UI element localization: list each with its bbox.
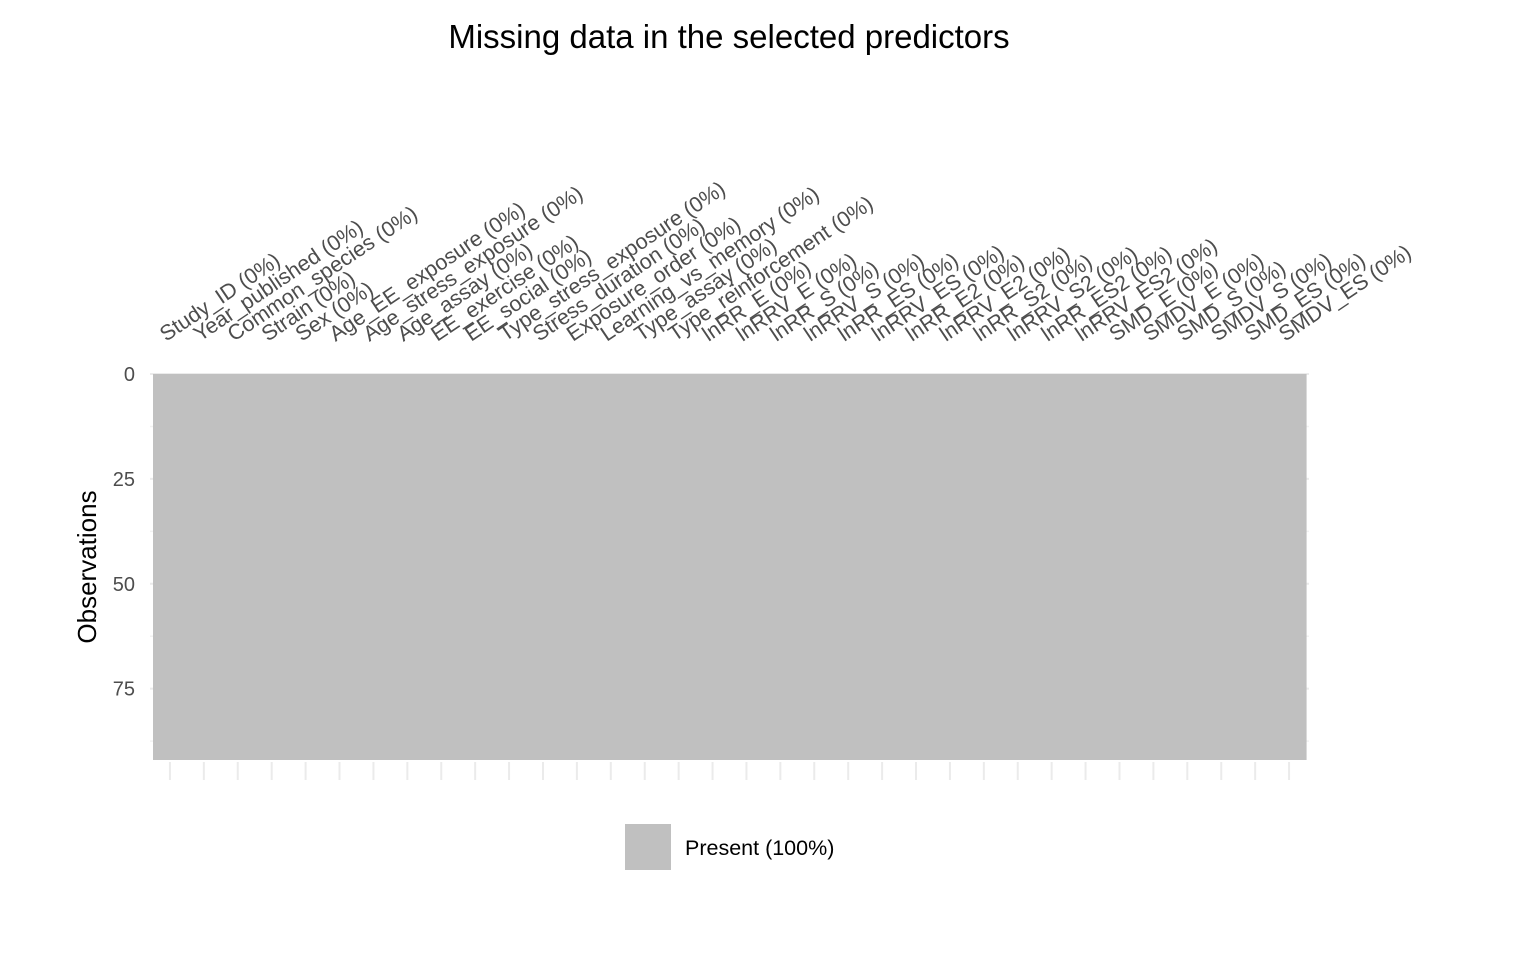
y-axis-ticks: 0 25 50 75 (113, 364, 135, 701)
column-tile (526, 374, 561, 760)
column-tile (424, 374, 459, 760)
column-tile (797, 374, 832, 760)
column-tile (1000, 374, 1036, 760)
column-tile (865, 374, 900, 760)
column-tile (831, 374, 866, 760)
column-tile (356, 374, 391, 760)
column-tile (390, 374, 425, 760)
column-tile (1068, 374, 1104, 760)
column-tile (458, 374, 493, 760)
column-tile (1238, 374, 1273, 760)
y-axis-title: Observations (72, 490, 102, 643)
column-tile (1170, 374, 1205, 760)
y-tick-label: 75 (113, 679, 135, 701)
column-tile (559, 374, 595, 760)
column-tile (695, 374, 731, 760)
legend-label-present: Present (100%) (685, 836, 834, 860)
column-tile (763, 374, 798, 760)
column-tile (288, 374, 324, 760)
column-tile (932, 374, 968, 760)
column-tile (254, 374, 290, 760)
y-tick-label: 0 (124, 364, 135, 386)
column-labels: Study_ID (0%)Year_published (0%)Common_s… (155, 177, 1415, 347)
chart-title: Missing data in the selected predictors (448, 18, 1009, 55)
column-tile (153, 374, 188, 760)
column-tile (220, 374, 256, 760)
column-tile (1136, 374, 1171, 760)
column-tile (899, 374, 934, 760)
column-tile (661, 374, 697, 760)
column-tile (322, 374, 358, 760)
column-tile (593, 374, 629, 760)
column-tile (1204, 374, 1239, 760)
column-tile (1272, 374, 1307, 760)
column-tile (186, 374, 222, 760)
legend-swatch-present (625, 824, 671, 870)
column-tile (627, 374, 663, 760)
column-tile (492, 374, 527, 760)
legend: Present (100%) (625, 824, 834, 870)
y-tick-label: 25 (113, 469, 135, 491)
tiles-layer (153, 374, 1307, 760)
column-tile (966, 374, 1002, 760)
y-tick-label: 50 (113, 574, 135, 596)
column-tile (729, 374, 765, 760)
column-tile (1034, 374, 1070, 760)
column-tile (1102, 374, 1138, 760)
